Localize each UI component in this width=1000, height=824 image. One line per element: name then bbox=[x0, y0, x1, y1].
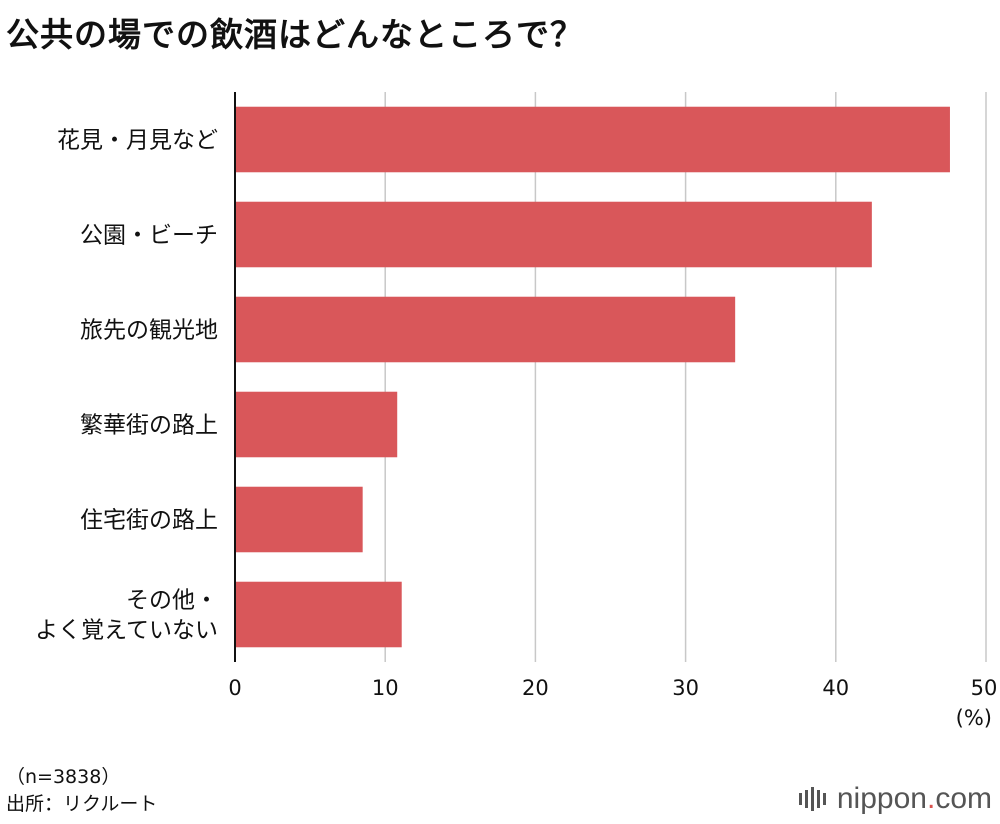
brand-logo: nippon. com bbox=[798, 782, 992, 816]
category-label: よく覚えていない bbox=[35, 618, 218, 644]
x-tick-label: 30 bbox=[672, 676, 699, 700]
bars bbox=[235, 106, 950, 648]
brand-suffix: com bbox=[935, 782, 992, 815]
category-label: 旅先の観光地 bbox=[80, 318, 218, 344]
category-label: その他・ bbox=[126, 588, 218, 614]
brand-name: nippon bbox=[836, 782, 927, 815]
category-label: 住宅街の路上 bbox=[80, 508, 218, 534]
x-tick-label: 40 bbox=[822, 676, 849, 700]
chart-title: 公共の場での飲酒はどんなところで？ bbox=[6, 15, 584, 54]
unit-label: (%) bbox=[955, 706, 992, 730]
x-tick-label: 20 bbox=[522, 676, 549, 700]
x-tick-label: 0 bbox=[228, 676, 241, 700]
brand-dot: . bbox=[926, 782, 936, 815]
x-tick-labels: 0 10 20 30 40 50 bbox=[228, 676, 997, 700]
bar bbox=[235, 486, 363, 553]
category-label: 公園・ビーチ bbox=[80, 223, 218, 249]
x-tick-label: 10 bbox=[372, 676, 399, 700]
x-tick-label: 50 bbox=[971, 676, 998, 700]
category-label: 花見・月見など bbox=[57, 128, 218, 154]
brand-mark-icon bbox=[798, 787, 829, 811]
category-label: 繁華街の路上 bbox=[80, 413, 218, 439]
bar bbox=[235, 201, 872, 268]
bar bbox=[235, 296, 736, 363]
sample-size: （n=3838） bbox=[6, 766, 121, 788]
footer: （n=3838） 出所：リクルート bbox=[6, 764, 157, 818]
gridlines bbox=[384, 92, 987, 662]
bar bbox=[235, 391, 398, 458]
bar bbox=[235, 581, 402, 648]
source-label: 出所：リクルート bbox=[6, 793, 158, 815]
category-labels: 花見・月見など公園・ビーチ旅先の観光地繁華街の路上住宅街の路上その他・よく覚えて… bbox=[35, 128, 218, 644]
bar bbox=[235, 106, 950, 173]
